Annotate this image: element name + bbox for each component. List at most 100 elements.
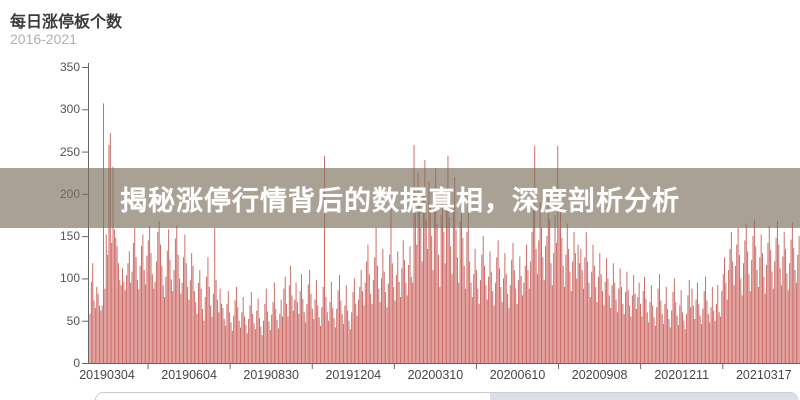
bar[interactable]	[303, 312, 305, 363]
bar[interactable]	[158, 220, 160, 363]
bar[interactable]	[124, 290, 126, 363]
bar[interactable]	[272, 302, 274, 363]
bar[interactable]	[165, 276, 167, 363]
bar[interactable]	[688, 280, 690, 363]
bar[interactable]	[349, 329, 351, 363]
bar[interactable]	[431, 236, 433, 363]
bar[interactable]	[741, 295, 743, 363]
bar[interactable]	[386, 307, 388, 363]
bar[interactable]	[345, 285, 347, 363]
bar[interactable]	[789, 263, 791, 363]
bar[interactable]	[398, 281, 400, 363]
bar[interactable]	[734, 265, 736, 363]
bar[interactable]	[131, 271, 133, 363]
bar[interactable]	[134, 227, 136, 363]
bar[interactable]	[471, 297, 473, 363]
bar[interactable]	[206, 276, 208, 363]
bar[interactable]	[216, 299, 218, 363]
bar[interactable]	[207, 257, 209, 363]
bar[interactable]	[382, 248, 384, 363]
bar[interactable]	[763, 276, 765, 363]
bar[interactable]	[113, 229, 115, 363]
bar[interactable]	[116, 246, 118, 363]
bar[interactable]	[494, 282, 496, 363]
bar[interactable]	[459, 220, 461, 363]
bar[interactable]	[480, 280, 481, 363]
bar[interactable]	[435, 168, 437, 363]
bar[interactable]	[421, 261, 423, 363]
bar[interactable]	[656, 307, 658, 363]
bar[interactable]	[364, 282, 366, 363]
bar[interactable]	[193, 291, 195, 363]
bar[interactable]	[501, 302, 503, 363]
bar[interactable]	[725, 282, 727, 363]
bar[interactable]	[89, 313, 91, 363]
bar[interactable]	[199, 269, 201, 363]
bar[interactable]	[326, 312, 328, 363]
bar[interactable]	[322, 286, 324, 363]
bar[interactable]	[355, 303, 357, 363]
bar[interactable]	[348, 320, 350, 363]
bar[interactable]	[249, 305, 251, 363]
bar[interactable]	[286, 303, 288, 363]
bar[interactable]	[446, 193, 448, 363]
bar[interactable]	[363, 305, 365, 363]
bar[interactable]	[234, 300, 236, 363]
bar[interactable]	[542, 257, 544, 363]
bar[interactable]	[267, 311, 269, 363]
bar[interactable]	[284, 276, 286, 363]
bar[interactable]	[509, 285, 511, 363]
bar[interactable]	[618, 288, 620, 363]
bar[interactable]	[372, 280, 374, 363]
bar[interactable]	[309, 269, 311, 363]
bar[interactable]	[787, 290, 789, 363]
bar[interactable]	[553, 253, 555, 363]
bar[interactable]	[709, 322, 711, 363]
bar[interactable]	[157, 231, 159, 363]
bar[interactable]	[550, 263, 552, 363]
bar[interactable]	[215, 280, 217, 363]
bar[interactable]	[298, 313, 300, 363]
bar[interactable]	[702, 308, 704, 363]
bar[interactable]	[726, 299, 728, 363]
bar[interactable]	[235, 286, 237, 363]
bar[interactable]	[661, 313, 663, 363]
bar[interactable]	[370, 293, 372, 363]
bar[interactable]	[240, 327, 241, 363]
bar[interactable]	[547, 193, 549, 363]
bar[interactable]	[781, 285, 782, 363]
bar[interactable]	[589, 297, 591, 363]
bar[interactable]	[93, 300, 95, 363]
bar[interactable]	[771, 271, 773, 363]
bar[interactable]	[258, 318, 260, 363]
bar[interactable]	[592, 244, 594, 363]
bar[interactable]	[292, 310, 294, 363]
bar[interactable]	[290, 265, 292, 363]
bar[interactable]	[690, 307, 692, 363]
bar[interactable]	[657, 288, 659, 363]
bar[interactable]	[291, 295, 293, 363]
bar[interactable]	[299, 291, 301, 363]
bar[interactable]	[238, 320, 240, 363]
bar[interactable]	[180, 293, 182, 363]
bar[interactable]	[717, 285, 719, 363]
bar[interactable]	[466, 231, 468, 363]
bar[interactable]	[146, 255, 148, 363]
bar[interactable]	[691, 288, 693, 363]
bar[interactable]	[684, 329, 686, 363]
bar[interactable]	[629, 305, 631, 363]
bar[interactable]	[391, 263, 393, 363]
bar[interactable]	[512, 242, 514, 363]
bar[interactable]	[766, 264, 768, 363]
bar[interactable]	[696, 282, 698, 363]
bar[interactable]	[277, 328, 279, 363]
bar[interactable]	[108, 144, 110, 363]
bar[interactable]	[379, 302, 381, 363]
bar[interactable]	[356, 315, 358, 363]
bar[interactable]	[743, 263, 744, 363]
bar[interactable]	[447, 155, 449, 363]
bar[interactable]	[645, 298, 647, 363]
bar[interactable]	[432, 269, 434, 363]
bar[interactable]	[461, 189, 462, 363]
